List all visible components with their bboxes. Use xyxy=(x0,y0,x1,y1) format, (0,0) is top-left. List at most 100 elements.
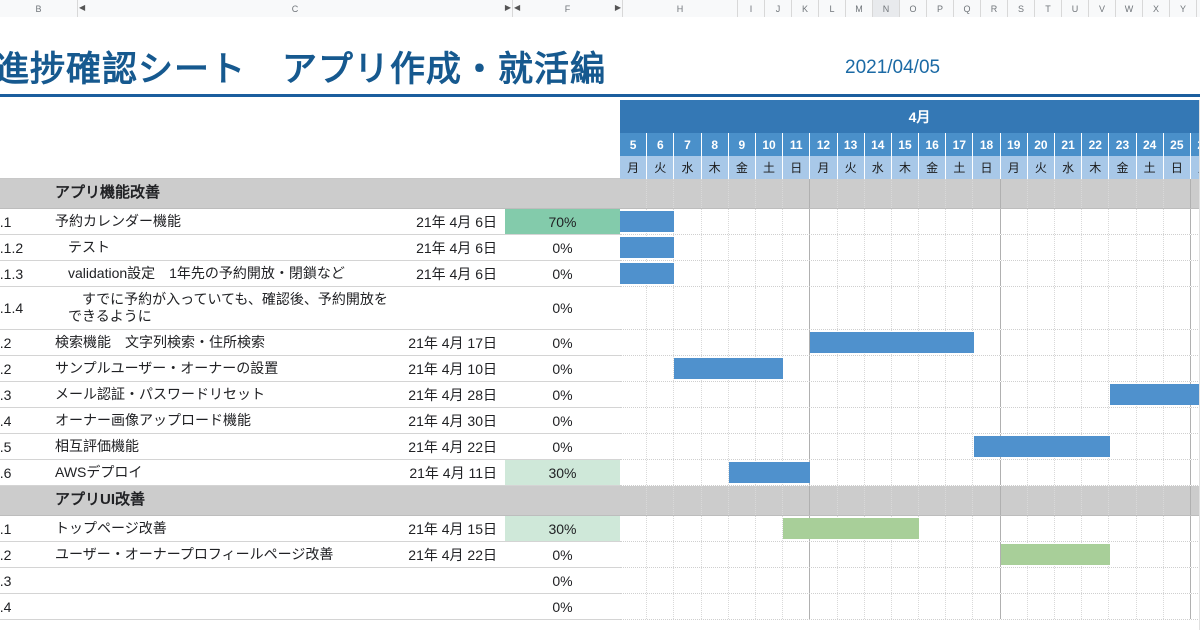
gantt-bar[interactable] xyxy=(973,436,1110,457)
column-header-x[interactable]: X xyxy=(1143,0,1170,17)
gantt-row[interactable] xyxy=(620,330,1200,356)
column-header-c[interactable]: C ◀ ▶ xyxy=(78,0,513,17)
task-name: 予約カレンダー機能 xyxy=(55,212,181,229)
gantt-row[interactable] xyxy=(620,356,1200,382)
gantt-bar[interactable] xyxy=(783,518,920,539)
gantt-cell xyxy=(647,382,675,407)
task-name: 相互評価機能 xyxy=(55,437,139,454)
table-row[interactable]: 1.4 オーナー画像アップロード機能 21年 4月 30日 0% xyxy=(0,408,620,434)
gantt-row[interactable] xyxy=(620,460,1200,486)
gantt-cell xyxy=(838,261,865,286)
calendar-day-number: 17 xyxy=(946,133,974,156)
task-progress-percent: 0% xyxy=(552,572,573,589)
gantt-cell xyxy=(1164,261,1191,286)
gantt-bar[interactable] xyxy=(620,263,675,284)
gantt-row[interactable] xyxy=(620,568,1200,594)
gantt-bar[interactable] xyxy=(620,237,675,258)
collapse-left-icon[interactable]: ◀ xyxy=(79,3,86,12)
gantt-cell xyxy=(729,486,756,515)
collapse-right-icon[interactable]: ▶ xyxy=(614,3,621,12)
table-row[interactable]: 1.3 メール認証・パスワードリセット 21年 4月 28日 0% xyxy=(0,382,620,408)
table-row[interactable]: 1.1 予約カレンダー機能 21年 4月 6日 70% xyxy=(0,209,620,235)
column-header-n[interactable]: N xyxy=(873,0,900,17)
task-id: 1.3 xyxy=(0,386,12,403)
column-header-m[interactable]: M xyxy=(846,0,873,17)
gantt-bar[interactable] xyxy=(810,332,974,353)
task-id: 1.4 xyxy=(0,412,12,429)
column-header-j[interactable]: J xyxy=(765,0,792,17)
gantt-row[interactable] xyxy=(620,209,1200,235)
gantt-cell xyxy=(1082,460,1110,485)
column-header-t[interactable]: T xyxy=(1035,0,1062,17)
task-id: 1.2 xyxy=(0,334,12,351)
column-header-v[interactable]: V xyxy=(1089,0,1116,17)
column-header-strip[interactable]: BC◀▶F◀▶HIJKLMNOPQRSTUVWXYZAAABACA xyxy=(0,0,1200,17)
column-header-w[interactable]: W xyxy=(1116,0,1143,17)
gantt-row[interactable] xyxy=(620,382,1200,408)
task-id: 1.1.3 xyxy=(0,265,24,282)
column-header-l[interactable]: L xyxy=(819,0,846,17)
table-row[interactable]: 2.4 0% xyxy=(0,594,620,620)
gantt-row[interactable] xyxy=(620,179,1200,209)
table-row[interactable]: 2.3 0% xyxy=(0,568,620,594)
gantt-cell xyxy=(620,408,648,433)
gantt-row[interactable] xyxy=(620,235,1200,261)
table-row[interactable]: 1.1.2 テスト 21年 4月 6日 0% xyxy=(0,235,620,261)
gantt-cell xyxy=(1082,179,1110,208)
column-header-h[interactable]: H xyxy=(623,0,738,17)
gantt-row[interactable] xyxy=(620,542,1200,568)
table-row[interactable]: 1.2 検索機能 文字列検索・住所検索 21年 4月 17日 0% xyxy=(0,330,620,356)
column-header-z[interactable]: Z xyxy=(1197,0,1200,17)
gantt-bar[interactable] xyxy=(620,211,675,232)
column-header-i[interactable]: I xyxy=(738,0,765,17)
task-due-date: 21年 4月 10日 xyxy=(408,360,497,377)
gantt-bar[interactable] xyxy=(1109,384,1200,405)
task-due-date: 21年 4月 22日 xyxy=(408,546,497,563)
gantt-row[interactable] xyxy=(620,408,1200,434)
task-group-row[interactable]: 1 アプリ機能改善 xyxy=(0,179,620,209)
table-row[interactable]: 1.2 サンプルユーザー・オーナーの設置 21年 4月 10日 0% xyxy=(0,356,620,382)
table-row[interactable]: 2.1 トップページ改善 21年 4月 15日 30% xyxy=(0,516,620,542)
column-header-o[interactable]: O xyxy=(900,0,927,17)
gantt-cell xyxy=(1137,209,1164,234)
gantt-row[interactable] xyxy=(620,287,1200,330)
collapse-left-icon[interactable]: ◀ xyxy=(514,3,521,12)
column-header-label: H xyxy=(676,3,684,14)
task-group-row[interactable]: 2 アプリUI改善 xyxy=(0,486,620,516)
table-row[interactable]: 1.5 相互評価機能 21年 4月 22日 0% xyxy=(0,434,620,460)
column-header-s[interactable]: S xyxy=(1008,0,1035,17)
gantt-cells xyxy=(620,460,1200,485)
gantt-row[interactable] xyxy=(620,434,1200,460)
table-row[interactable]: 1.6 AWSデプロイ 21年 4月 11日 30% xyxy=(0,460,620,486)
calendar-day-number: 10 xyxy=(755,133,784,156)
gantt-row[interactable] xyxy=(620,261,1200,287)
gantt-bar[interactable] xyxy=(674,358,784,379)
gantt-cell xyxy=(1028,594,1055,619)
table-row[interactable]: 1.1.3 validation設定 1年先の予約開放・閉鎖など 21年 4月 6日… xyxy=(0,261,620,287)
gantt-cell xyxy=(702,408,729,433)
gantt-row[interactable] xyxy=(620,486,1200,516)
gantt-bar[interactable] xyxy=(1000,544,1110,565)
gantt-row[interactable] xyxy=(620,516,1200,542)
column-header-u[interactable]: U xyxy=(1062,0,1089,17)
column-header-b[interactable]: B xyxy=(0,0,78,17)
task-name: validation設定 1年先の予約開放・閉鎖など xyxy=(68,264,345,281)
column-header-k[interactable]: K xyxy=(792,0,819,17)
table-row[interactable]: 2.2 ユーザー・オーナープロフィールページ改善 21年 4月 22日 0% xyxy=(0,542,620,568)
gantt-cell xyxy=(865,594,892,619)
task-due-date: 21年 4月 6日 xyxy=(416,239,497,256)
column-header-p[interactable]: P xyxy=(927,0,954,17)
table-row[interactable]: 1.1.4 すでに予約が入っていても、確認後、予約開放をできるように 0% xyxy=(0,287,620,330)
gantt-cell xyxy=(620,486,648,515)
column-header-q[interactable]: Q xyxy=(954,0,981,17)
task-due-date: 21年 4月 30日 xyxy=(408,412,497,429)
gantt-bar[interactable] xyxy=(728,462,811,483)
column-header-r[interactable]: R xyxy=(981,0,1008,17)
collapse-right-icon[interactable]: ▶ xyxy=(504,3,511,12)
gantt-row[interactable] xyxy=(620,594,1200,620)
gantt-cell xyxy=(1164,209,1191,234)
column-header-y[interactable]: Y xyxy=(1170,0,1197,17)
column-header-f[interactable]: F ◀ ▶ xyxy=(513,0,623,17)
gantt-cell xyxy=(1137,235,1164,260)
gantt-cell xyxy=(756,594,784,619)
